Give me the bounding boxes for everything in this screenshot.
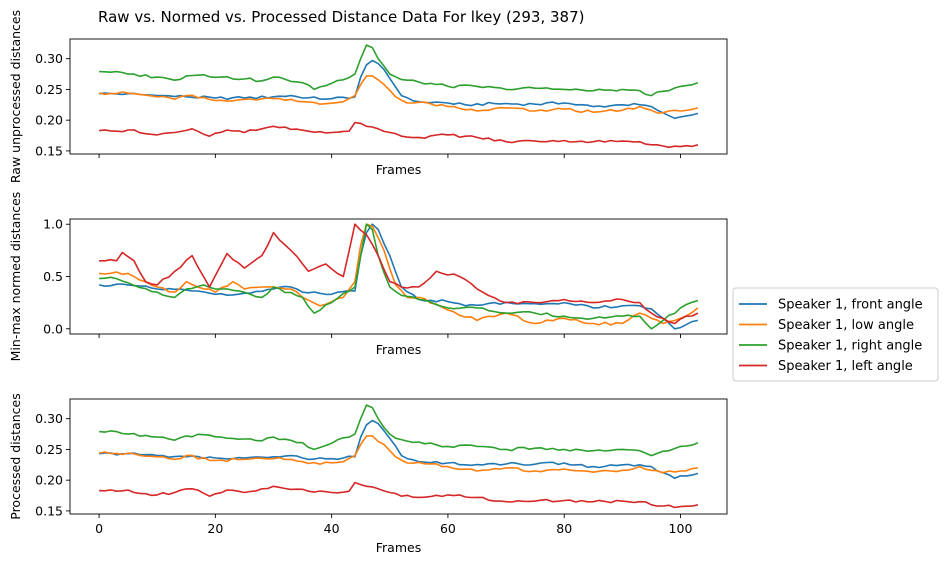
y-tick-label: 1.0: [43, 217, 63, 232]
x-tick-label: 40: [324, 521, 340, 536]
legend-box: [732, 287, 939, 382]
subplot-3: 0.15 0.20 0.25 0.30 0 20 40 60 80 100 Frames Proces…: [8, 393, 728, 555]
y-tick-label: 0.15: [35, 143, 63, 158]
series-line-2: [98, 75, 699, 114]
x-tick-label: 20: [207, 521, 223, 536]
subplot-1: 0.15 0.20 0.25 0.30 Frames Raw unprocessed di…: [8, 10, 728, 183]
subplot-2: 0.0 0.5 1.0 Frames Min-max normed distances: [8, 192, 728, 362]
y-axis-label: Min-max normed distances: [8, 192, 23, 362]
legend-entry: Speaker 1, left angle: [778, 359, 913, 374]
series-line-1: [98, 419, 699, 480]
axes-frame: [69, 398, 728, 515]
y-tick-label: 0.0: [43, 321, 63, 336]
legend-entry: Speaker 1, low angle: [778, 318, 914, 333]
series-line-3: [99, 44, 699, 97]
series-line-3: [99, 223, 699, 330]
figure-title: Raw vs. Normed vs. Processed Distance Da…: [98, 8, 584, 26]
y-tick-label: 0.5: [43, 269, 63, 284]
y-tick-label: 0.25: [35, 442, 63, 457]
series-line-1: [98, 223, 699, 330]
y-axis-label: Processed distances: [8, 393, 23, 520]
x-axis-label: Frames: [376, 162, 421, 177]
y-axis-label: Raw unprocessed distances: [8, 10, 23, 183]
series-line-4: [99, 121, 699, 149]
x-tick-label: 80: [556, 521, 572, 536]
x-tick-label: 0: [95, 521, 103, 536]
y-tick-label: 0.20: [35, 113, 63, 128]
y-tick-label: 0.30: [35, 51, 63, 66]
series-line-3: [99, 404, 699, 457]
y-tick-label: 0.25: [35, 82, 63, 97]
legend-entry: Speaker 1, right angle: [778, 339, 922, 354]
x-axis-label: Frames: [376, 342, 421, 357]
x-axis-label: Frames: [376, 540, 421, 555]
series-line-4: [99, 223, 699, 325]
y-tick-label: 0.30: [35, 411, 63, 426]
y-tick-label: 0.15: [35, 503, 63, 518]
legend-entry: Speaker 1, front angle: [778, 298, 923, 313]
legend: Speaker 1, front angle Speaker 1, low ang…: [732, 287, 939, 382]
axes-frame: [69, 38, 728, 155]
x-tick-label: 60: [440, 521, 456, 536]
y-tick-label: 0.20: [35, 473, 63, 488]
x-tick-label: 100: [669, 521, 693, 536]
series-line-2: [99, 223, 699, 326]
series-line-4: [99, 481, 699, 509]
series-line-2: [98, 435, 698, 474]
